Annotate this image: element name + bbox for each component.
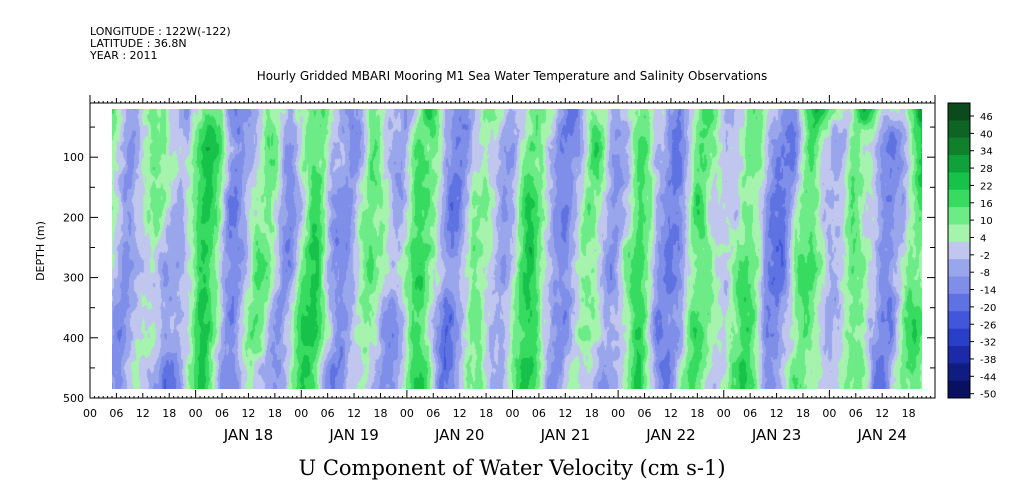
x-hour-label: 00 — [83, 407, 97, 420]
x-hour-label: 12 — [136, 407, 150, 420]
x-hour-label: 12 — [875, 407, 889, 420]
heatmap-field — [112, 109, 922, 389]
y-tick-label: 400 — [63, 332, 84, 345]
y-tick-label: 100 — [63, 151, 84, 164]
colorbar-swatch — [948, 293, 970, 312]
colorbar-label: -14 — [980, 286, 996, 297]
x-hour-label: 00 — [189, 407, 203, 420]
colorbar-swatch — [948, 172, 970, 191]
x-axis-ticks: 00 06 12 18 00 06 12 18 00 06 12 18 00 06 12 18 00 06 12 18… — [83, 95, 936, 420]
colorbar-label: 40 — [980, 129, 993, 140]
x-hour-label: 06 — [426, 407, 440, 420]
x-axis-title: U Component of Water Velocity (cm s-1) — [298, 456, 725, 480]
y-tick-label: 200 — [63, 211, 84, 224]
x-hour-label: 00 — [506, 407, 520, 420]
x-date-label: JAN 23 — [751, 426, 802, 444]
x-date-label: JAN 20 — [434, 426, 485, 444]
year-label: YEAR : 2011 — [89, 49, 158, 62]
colorbar-swatch — [948, 311, 970, 330]
x-hour-label: 18 — [479, 407, 493, 420]
colorbar-swatch — [948, 137, 970, 156]
x-hour-label: 06 — [532, 407, 546, 420]
colorbar-label: -32 — [980, 338, 996, 349]
x-hour-label: 06 — [215, 407, 229, 420]
x-hour-label: 18 — [162, 407, 176, 420]
x-hour-label: 06 — [109, 407, 123, 420]
longitude-label: LONGITUDE : 122W(-122) — [90, 25, 231, 38]
heatmap-image — [112, 109, 922, 389]
x-hour-label: 12 — [453, 407, 467, 420]
colorbar-label: 46 — [980, 112, 993, 123]
colorbar-swatch — [948, 345, 970, 364]
x-hour-label: 06 — [638, 407, 652, 420]
x-hour-label: 00 — [611, 407, 625, 420]
colorbar-label: -8 — [980, 268, 990, 279]
header-info: LONGITUDE : 122W(-122) LATITUDE : 36.8N … — [89, 25, 231, 62]
y-tick-label: 500 — [63, 392, 84, 405]
x-hour-label: 18 — [690, 407, 704, 420]
x-hour-label: 18 — [796, 407, 810, 420]
x-hour-label: 00 — [294, 407, 308, 420]
x-hour-label: 06 — [321, 407, 335, 420]
x-hour-label: 18 — [373, 407, 387, 420]
colorbar-swatch — [948, 224, 970, 243]
x-hour-label: 12 — [558, 407, 572, 420]
colorbar-label: -20 — [980, 303, 996, 314]
colorbar-label: -26 — [980, 320, 996, 331]
colorbar-swatch — [948, 276, 970, 295]
colorbar: 46 40 34 28 22 16 10 4 -2 -8 -14 -20 -26 -32 -38 -44 -50 — [948, 103, 996, 401]
x-hour-label: 18 — [268, 407, 282, 420]
colorbar-swatch — [948, 207, 970, 225]
colorbar-swatch — [948, 363, 970, 382]
x-date-label: JAN 18 — [223, 426, 274, 444]
colorbar-swatch — [948, 380, 970, 399]
y-tick-label: 300 — [63, 272, 84, 285]
colorbar-swatch — [948, 259, 970, 278]
colorbar-swatch — [948, 328, 970, 347]
colorbar-swatch — [948, 103, 970, 121]
colorbar-label: 16 — [980, 199, 993, 210]
chart-title: Hourly Gridded MBARI Mooring M1 Sea Wate… — [257, 69, 768, 83]
x-hour-label: 00 — [822, 407, 836, 420]
x-date-label: JAN 19 — [328, 426, 379, 444]
x-hour-label: 12 — [664, 407, 678, 420]
colorbar-swatch — [948, 155, 970, 173]
x-hour-label: 18 — [902, 407, 916, 420]
x-hour-label: 12 — [770, 407, 784, 420]
x-hour-label: 06 — [743, 407, 757, 420]
colorbar-label: -2 — [980, 251, 990, 262]
colorbar-label: -50 — [980, 390, 996, 401]
x-date-label: JAN 24 — [856, 426, 907, 444]
x-hour-label: 12 — [347, 407, 361, 420]
colorbar-frame — [947, 102, 971, 399]
colorbar-label: 22 — [980, 181, 993, 192]
x-hour-label: 06 — [849, 407, 863, 420]
colorbar-label: 28 — [980, 164, 993, 175]
latitude-label: LATITUDE : 36.8N — [90, 37, 187, 50]
colorbar-swatch — [948, 120, 970, 139]
colorbar-swatch — [948, 241, 970, 260]
x-hour-label: 12 — [241, 407, 255, 420]
y-axis-ticks: 100 200 300 400 500 — [63, 126, 935, 405]
x-hour-label: 18 — [585, 407, 599, 420]
y-axis-title: DEPTH (m) — [34, 221, 47, 281]
x-axis-date-labels: JAN 18 JAN 19 JAN 20 JAN 21 JAN 22 JAN 23 JAN … — [223, 426, 907, 444]
colorbar-label: 34 — [980, 147, 993, 158]
colorbar-label: 4 — [980, 233, 986, 244]
colorbar-label: -44 — [980, 372, 996, 383]
colorbar-label: 10 — [980, 216, 993, 227]
x-date-label: JAN 21 — [540, 426, 591, 444]
colorbar-swatch — [948, 189, 970, 208]
x-date-label: JAN 22 — [645, 426, 696, 444]
colorbar-label: -38 — [980, 355, 996, 366]
x-hour-label: 00 — [400, 407, 414, 420]
x-hour-label: 00 — [717, 407, 731, 420]
